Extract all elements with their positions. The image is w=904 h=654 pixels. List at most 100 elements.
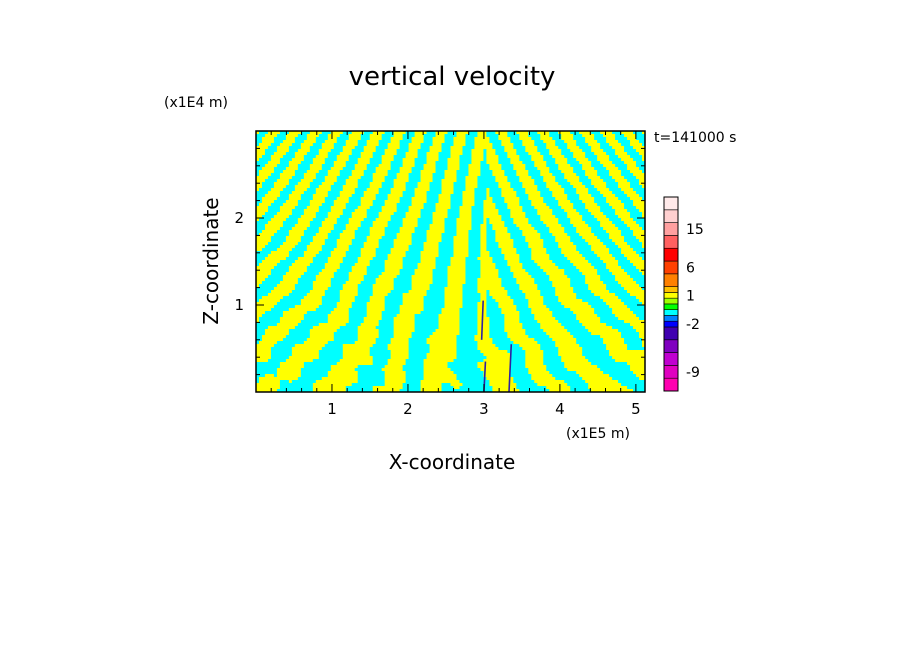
updraft-cell (570, 260, 589, 264)
downdraft-cell (540, 347, 559, 351)
updraft-cell (507, 152, 517, 156)
updraft-cell (516, 278, 535, 282)
downdraft-cell (570, 332, 592, 336)
updraft-cell (579, 197, 595, 201)
updraft-cell (438, 197, 452, 201)
updraft-cell (411, 275, 434, 279)
downdraft-cell (630, 245, 643, 249)
updraft-cell (495, 299, 514, 303)
updraft-cell (573, 311, 595, 315)
downdraft-cell (606, 323, 631, 327)
downdraft-cell (288, 149, 299, 153)
updraft-cell (549, 152, 562, 156)
downdraft-cell (549, 167, 559, 171)
updraft-cell (624, 320, 645, 324)
downdraft-cell (357, 365, 386, 369)
downdraft-cell (597, 203, 610, 207)
updraft-cell (384, 269, 401, 273)
updraft-cell (258, 170, 275, 174)
updraft-cell (489, 218, 502, 222)
updraft-cell (339, 191, 356, 195)
updraft-cell (579, 320, 601, 324)
downdraft-cell (378, 323, 395, 327)
updraft-cell (256, 311, 266, 315)
downdraft-cell (438, 245, 455, 249)
downdraft-cell (396, 149, 410, 153)
updraft-cell (477, 332, 490, 336)
updraft-cell (438, 320, 461, 324)
updraft-cell (375, 167, 392, 171)
downdraft-cell (510, 374, 532, 378)
updraft-cell (447, 284, 464, 288)
colorbar-swatch (663, 292, 679, 299)
downdraft-cell (456, 170, 470, 174)
downdraft-cell (471, 212, 485, 216)
downdraft-cell (384, 176, 398, 180)
downdraft-cell (309, 263, 326, 267)
downdraft-cell (546, 368, 568, 372)
downdraft-cell (585, 185, 595, 189)
updraft-cell (600, 257, 616, 261)
updraft-cell (429, 350, 458, 354)
downdraft-cell (510, 182, 523, 186)
updraft-cell (393, 320, 416, 324)
updraft-cell (297, 182, 311, 186)
updraft-cell (525, 236, 541, 240)
downdraft-cell (423, 134, 437, 138)
updraft-cell (447, 281, 467, 285)
downdraft-cell (402, 257, 422, 261)
downdraft-cell (336, 221, 350, 225)
downdraft-cell (636, 281, 645, 285)
downdraft-cell (567, 194, 580, 198)
downdraft-cell (462, 296, 482, 300)
updraft-cell (504, 326, 523, 330)
updraft-cell (459, 212, 473, 216)
downdraft-cell (357, 374, 386, 378)
updraft-cell (276, 149, 290, 153)
downdraft-cell (330, 278, 350, 282)
downdraft-cell (573, 137, 586, 141)
downdraft-cell (465, 278, 479, 282)
downdraft-cell (576, 209, 589, 213)
downdraft-cell (303, 317, 329, 321)
downdraft-cell (339, 266, 353, 270)
downdraft-cell (381, 236, 398, 240)
downdraft-cell (483, 149, 488, 153)
updraft-cell (261, 200, 275, 204)
downdraft-cell (366, 269, 386, 273)
updraft-cell (354, 167, 368, 171)
updraft-cell (378, 275, 398, 279)
updraft-cell (264, 164, 278, 168)
downdraft-cell (432, 278, 449, 282)
downdraft-cell (600, 143, 610, 147)
x-scale-label: (x1E5 m) (566, 426, 630, 442)
updraft-cell (642, 212, 645, 216)
updraft-cell (456, 131, 470, 135)
updraft-cell (462, 200, 476, 204)
downdraft-cell (399, 143, 410, 147)
downdraft-cell (261, 215, 275, 219)
updraft-cell (444, 287, 464, 291)
x-tick-label: 5 (631, 400, 641, 418)
downdraft-cell (513, 377, 532, 381)
updraft-cell (375, 218, 392, 222)
colorbar-swatch (663, 303, 679, 310)
updraft-cell (435, 134, 446, 138)
updraft-cell (639, 332, 645, 336)
updraft-cell (636, 149, 645, 153)
strong-downdraft-streak (480, 300, 484, 340)
updraft-cell (639, 209, 645, 213)
downdraft-cell (630, 155, 643, 159)
updraft-cell (582, 200, 595, 204)
updraft-cell (369, 134, 383, 138)
updraft-cell (480, 230, 487, 234)
colorbar-label: -9 (686, 365, 700, 381)
updraft-cell (345, 140, 359, 144)
updraft-cell (312, 158, 326, 162)
downdraft-cell (480, 167, 490, 171)
downdraft-cell (621, 383, 645, 387)
updraft-cell (411, 278, 434, 282)
updraft-cell (256, 188, 260, 192)
colorbar-label: 15 (686, 222, 704, 238)
updraft-cell (528, 194, 541, 198)
